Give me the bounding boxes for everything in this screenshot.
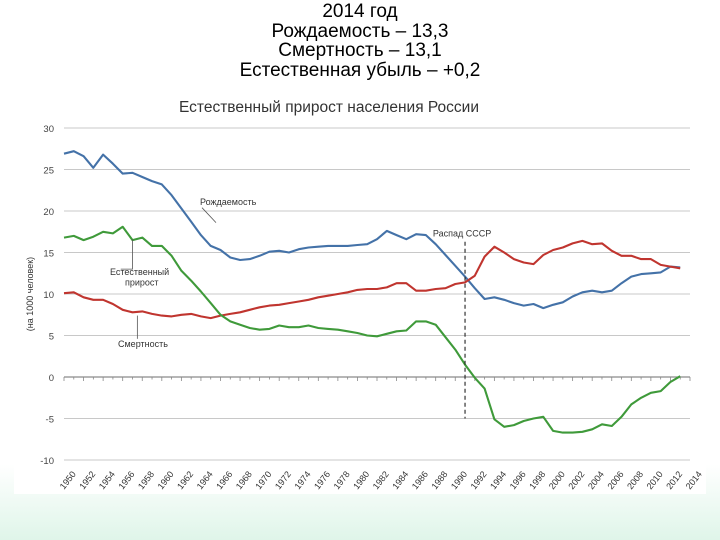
- x-tick-label: 2006: [605, 469, 625, 491]
- x-tick-label: 1988: [429, 469, 449, 491]
- x-tick-label: 1990: [449, 469, 469, 491]
- y-tick-label: -5: [46, 415, 54, 426]
- series-line-1: [63, 239, 681, 320]
- x-tick-label: 1956: [116, 469, 136, 491]
- x-tick-label: 1974: [292, 469, 312, 491]
- x-tick-label: 2008: [625, 469, 645, 491]
- y-tick-label: 5: [49, 332, 54, 343]
- x-tick-label: 2000: [547, 469, 567, 491]
- x-tick-label: 1966: [214, 469, 234, 491]
- x-tick-label: 1992: [469, 469, 489, 491]
- y-tick-label: -10: [40, 456, 54, 467]
- x-tick-label: 1986: [410, 469, 430, 491]
- heading-line-year: 2014 год: [322, 1, 398, 22]
- y-tick-label: 0: [49, 373, 54, 384]
- x-tick-label: 1950: [58, 469, 78, 491]
- y-tick-label: 10: [43, 290, 54, 301]
- birth-rate-leader: [201, 207, 217, 223]
- x-tick-label: 1980: [351, 469, 371, 491]
- x-tick-label: 1970: [253, 469, 273, 491]
- birth-rate-label: Рождаемость: [200, 197, 257, 207]
- y-tick-label: 25: [43, 166, 54, 177]
- y-axis-label: (на 1000 человек): [25, 257, 35, 331]
- x-tick-label: 2010: [645, 469, 665, 491]
- x-tick-label: 1960: [156, 469, 176, 491]
- x-tick-label: 1996: [508, 469, 528, 491]
- heading-line-natural-decrease: Естественная убыль – +0,2: [239, 59, 481, 81]
- y-tick-label: 30: [43, 124, 54, 135]
- y-tick-label: 20: [43, 207, 54, 218]
- chart-grid: [64, 127, 690, 461]
- chart-title: Естественный прирост населения России: [179, 99, 479, 116]
- x-tick-label: 2004: [586, 469, 606, 491]
- x-tick-label: 1952: [77, 469, 97, 491]
- x-tick-label: 1954: [97, 469, 117, 491]
- series-line-2: [63, 225, 681, 434]
- x-tick-label: 1958: [136, 469, 156, 491]
- x-tick-label: 2014: [684, 469, 704, 491]
- x-tick-label: 1962: [175, 469, 195, 491]
- x-tick-label: 1978: [332, 469, 352, 491]
- natural-growth-label-line-2: прирост: [125, 278, 159, 288]
- chart-panel: Естественный прирост населения России -1…: [14, 92, 706, 494]
- x-tick-label: 1972: [273, 469, 293, 491]
- chart-series: [63, 150, 681, 434]
- x-tick-label: 1964: [195, 469, 215, 491]
- heading-line-birth-rate: Рождаемость – 13,3: [271, 20, 449, 42]
- ussr-collapse-label: Распад СССР: [433, 229, 491, 239]
- series-line-0: [63, 150, 681, 310]
- x-tick-label: 1976: [312, 469, 332, 491]
- x-tick-label: 1984: [390, 469, 410, 491]
- death-rate-label: Смертность: [118, 339, 168, 349]
- chart-series-labels: Распад СССР Рождаемость Естественныйприрос…: [110, 197, 491, 349]
- natural-growth-label-line-1: Естественный: [110, 267, 169, 277]
- natural-growth-leader: [120, 239, 133, 270]
- heading-line-death-rate: Смертность – 13,1: [278, 40, 442, 61]
- slide-heading: 2014 год Рождаемость – 13,3 Смертность –…: [0, 2, 720, 80]
- population-growth-chart: Естественный прирост населения России -1…: [25, 99, 704, 491]
- x-tick-label: 1968: [234, 469, 254, 491]
- x-tick-label: 2012: [664, 469, 684, 491]
- x-tick-label: 1994: [488, 469, 508, 491]
- y-tick-label: 15: [43, 249, 54, 260]
- x-tick-label: 1982: [371, 469, 391, 491]
- x-tick-label: 2002: [566, 469, 586, 491]
- x-tick-label: 1998: [527, 469, 547, 491]
